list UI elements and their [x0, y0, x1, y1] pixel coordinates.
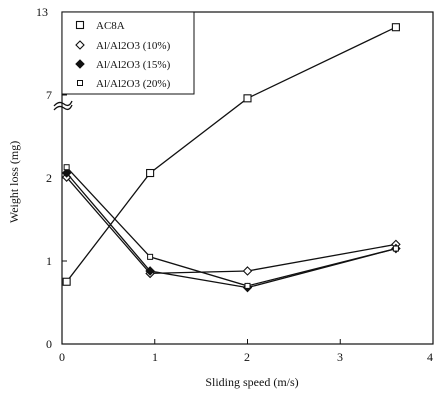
- legend-markers: [75, 20, 85, 86]
- legend-marker: [75, 59, 85, 69]
- series-al2o3-20: [63, 164, 399, 289]
- legend-label-al2o3-20: Al/Al2O3 (20%): [96, 78, 171, 90]
- x-tick-label: 1: [152, 350, 158, 364]
- series-layer: [61, 23, 401, 293]
- series-al2o3-15-line: [66, 172, 397, 289]
- y-axis-break: [53, 100, 73, 111]
- series-ac8a-line: [66, 26, 397, 283]
- y-tick-label: 13: [36, 5, 48, 19]
- x-tick-label: 4: [427, 350, 433, 364]
- x-tick-label: 0: [59, 350, 65, 364]
- y-tick-label: 1: [46, 254, 52, 268]
- x-tick-labels: 0 1 2 3 4: [59, 350, 433, 364]
- series-ac8a-point: [391, 23, 400, 32]
- series-al2o3-20-point: [392, 245, 399, 252]
- series-ac8a: [62, 23, 400, 286]
- series-al2o3-15-point: [145, 266, 155, 276]
- series-ac8a-point: [62, 277, 71, 286]
- series-al2o3-20-point: [63, 164, 70, 171]
- series-ac8a-point: [146, 168, 155, 178]
- series-al2o3-10: [61, 172, 401, 279]
- series-al2o3-20-point: [147, 253, 154, 260]
- y-tick-label: 0: [46, 337, 52, 351]
- y-tick-label: 2: [46, 171, 52, 185]
- legend-label-al2o3-15: Al/Al2O3 (15%): [96, 59, 171, 71]
- x-axis-title: Sliding speed (m/s): [205, 375, 298, 389]
- legend-label-al2o3-10: Al/Al2O3 (10%): [96, 40, 171, 52]
- series-al2o3-10-point: [242, 266, 253, 276]
- legend-marker: [75, 40, 85, 50]
- y-axis-title: Weight loss (mg): [7, 141, 21, 223]
- series-al2o3-20-line: [66, 166, 397, 287]
- series-al2o3-10-line: [66, 176, 397, 275]
- legend-marker: [77, 80, 83, 86]
- y-tick-labels: 0 1 2 7 13: [36, 5, 52, 351]
- legend: AC8A Al/Al2O3 (10%) Al/Al2O3 (15%) Al/Al…: [61, 11, 195, 95]
- legend-label-ac8a: AC8A: [96, 20, 125, 32]
- x-tick-label: 2: [244, 350, 250, 364]
- series-al2o3-20-point: [244, 282, 251, 289]
- series-al2o3-15-point: [61, 168, 72, 178]
- legend-marker: [75, 20, 85, 30]
- series-ac8a-point: [243, 94, 252, 103]
- x-tick-label: 3: [337, 350, 343, 364]
- y-tick-label: 7: [46, 88, 52, 102]
